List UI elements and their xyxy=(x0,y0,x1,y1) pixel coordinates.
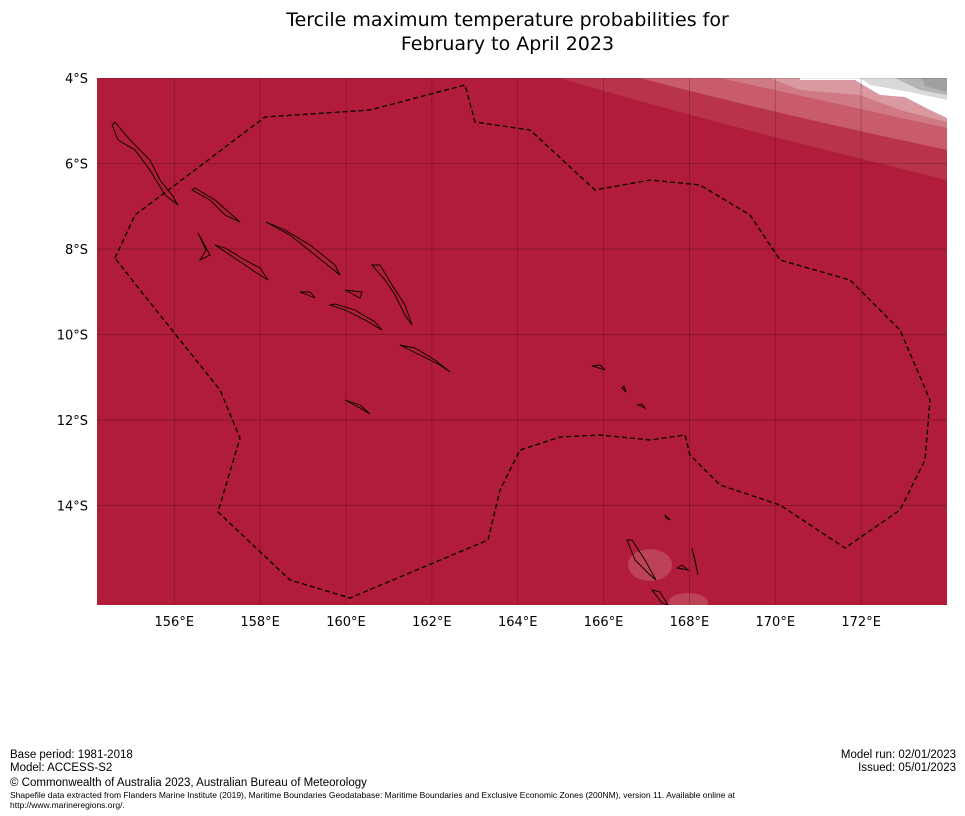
above-normal-90-region xyxy=(97,78,947,605)
near-normal-80-band xyxy=(922,78,947,92)
lon-tick-label: 168°E xyxy=(670,615,710,630)
copyright: © Commonwealth of Australia 2023, Austra… xyxy=(10,777,367,789)
lat-tick-label: 6°S xyxy=(65,157,88,172)
lon-tick-label: 160°E xyxy=(326,615,366,630)
base-period: Base period: 1981-2018 xyxy=(10,749,133,761)
above-normal-80-patch xyxy=(628,549,672,581)
lat-tick-label: 8°S xyxy=(65,243,88,258)
lon-tick-label: 164°E xyxy=(498,615,538,630)
lon-tick-label: 170°E xyxy=(756,615,796,630)
shapefile-credit-2: http://www.marineregions.org/. xyxy=(10,800,125,810)
map-plot: 156°E 158°E 160°E 162°E 164°E 166°E 168°E 170°E… xyxy=(57,72,947,630)
lon-tick-label: 162°E xyxy=(412,615,452,630)
title-line-2: February to April 2023 xyxy=(400,33,615,55)
model-run: Model run: 02/01/2023 xyxy=(840,749,956,761)
lat-tick-label: 14°S xyxy=(57,499,88,514)
coastlines xyxy=(111,121,699,605)
lon-tick-label: 158°E xyxy=(240,615,280,630)
eez-boundary xyxy=(114,84,931,599)
shapefile-credit-1: Shapefile data extracted from Flanders M… xyxy=(10,790,735,800)
title-line-1: Tercile maximum temperature probabilitie… xyxy=(286,9,729,31)
lat-tick-label: 10°S xyxy=(57,328,88,343)
above-normal-80-patch xyxy=(668,593,708,605)
lat-tick-label: 4°S xyxy=(65,72,88,87)
lon-tick-label: 172°E xyxy=(841,615,881,630)
lat-tick-label: 12°S xyxy=(57,414,88,429)
lon-tick-label: 156°E xyxy=(155,615,195,630)
issued-date: Issued: 05/01/2023 xyxy=(858,762,956,774)
lon-tick-label: 166°E xyxy=(584,615,624,630)
model-name: Model: ACCESS-S2 xyxy=(10,762,113,774)
